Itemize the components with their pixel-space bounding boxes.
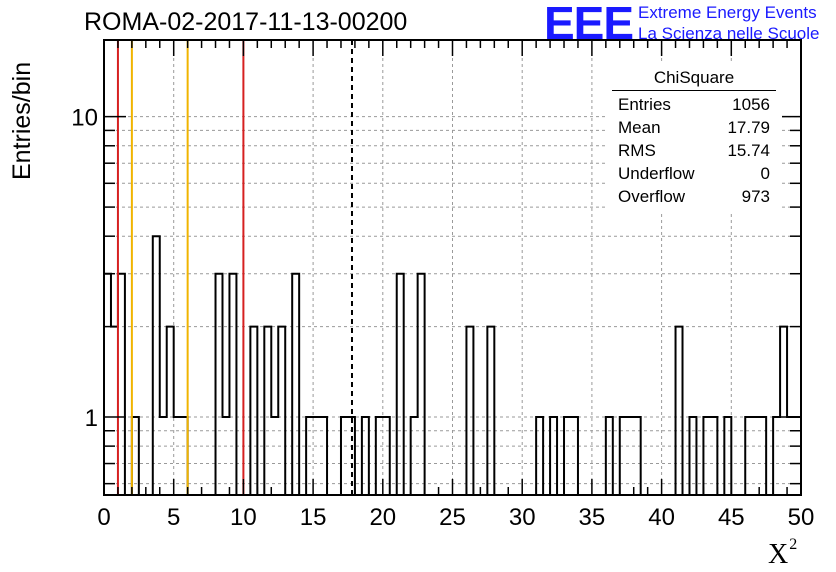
x-tick-label: 30	[509, 504, 536, 531]
histogram-bin	[271, 417, 278, 495]
stats-label: Entries	[618, 95, 671, 114]
stats-label: Overflow	[618, 187, 686, 206]
histogram-bin	[132, 417, 139, 495]
histogram-bin	[397, 274, 404, 495]
histogram-bin	[216, 274, 223, 495]
x-tick-label: 50	[788, 504, 815, 531]
x-tick-label: 5	[167, 504, 180, 531]
y-tick-label: 1	[85, 405, 98, 432]
x-tick-label: 10	[230, 504, 257, 531]
histogram-bin	[167, 327, 174, 495]
histogram-bin	[104, 274, 111, 495]
histogram-bin	[634, 417, 641, 495]
x-tick-label: 20	[369, 504, 396, 531]
x-tick-label: 25	[439, 504, 466, 531]
x-axis-label-sup: 2	[789, 536, 798, 553]
histogram-bin	[773, 417, 780, 495]
x-tick-label: 35	[579, 504, 606, 531]
histogram-bin	[759, 417, 766, 495]
stats-label: Underflow	[618, 164, 695, 183]
histogram-bin	[160, 417, 167, 495]
stats-box-background	[608, 62, 782, 212]
histogram-bin	[536, 417, 543, 495]
histogram-bin	[724, 417, 731, 495]
histogram-bin	[487, 327, 494, 495]
histogram-bin	[752, 417, 759, 495]
histogram-bin	[229, 274, 236, 495]
histogram-bin	[466, 327, 473, 495]
histogram-bin	[306, 417, 313, 495]
stats-value: 0	[760, 164, 770, 183]
x-tick-label: 40	[648, 504, 675, 531]
x-tick-label: 45	[718, 504, 745, 531]
chart-title: ROMA-02-2017-11-13-00200	[84, 8, 408, 36]
histogram-bin	[550, 417, 557, 495]
histogram-bin	[313, 417, 320, 495]
stats-row-underflow: Underflow 0	[612, 162, 776, 185]
stats-title: ChiSquare	[612, 66, 776, 91]
stats-value: 17.79	[727, 118, 770, 137]
logo-line-1: Extreme Energy Events	[638, 3, 817, 22]
histogram-bin	[780, 327, 787, 495]
histogram-bin	[564, 417, 571, 495]
y-axis-label: Entries/bin	[8, 61, 36, 180]
histogram-bin	[571, 417, 578, 495]
histogram-bin	[341, 417, 348, 495]
stats-value: 973	[741, 187, 770, 206]
histogram-bin	[222, 417, 229, 495]
x-tick-label: 15	[300, 504, 327, 531]
histogram-bin	[676, 327, 683, 495]
histogram-bin	[383, 417, 390, 495]
x-axis-label-base: X	[768, 539, 789, 570]
stats-row-entries: Entries 1056	[612, 93, 776, 116]
histogram-bin	[411, 417, 418, 495]
stats-row-mean: Mean 17.79	[612, 116, 776, 139]
histogram-bin	[250, 327, 257, 495]
histogram-bin	[181, 417, 188, 495]
histogram-bin	[745, 417, 752, 495]
histogram-bin	[278, 327, 285, 495]
histogram-bin	[320, 417, 327, 495]
histogram-bin	[376, 417, 383, 495]
stats-value: 15.74	[727, 141, 770, 160]
histogram-bin	[111, 327, 118, 495]
histogram-bin	[710, 417, 717, 495]
histogram-bin	[362, 417, 369, 495]
stats-row-overflow: Overflow 973	[612, 185, 776, 208]
histogram-bin	[418, 274, 425, 495]
stats-box: ChiSquare Entries 1056 Mean 17.79 RMS 15.74…	[612, 66, 776, 208]
histogram-bin	[627, 417, 634, 495]
histogram-bin	[689, 417, 696, 495]
histogram-bin	[118, 274, 125, 495]
histogram-bin	[703, 417, 710, 495]
x-tick-label: 0	[97, 504, 110, 531]
stats-value: 1056	[732, 95, 770, 114]
stats-label: Mean	[618, 118, 661, 137]
histogram-bin	[153, 236, 160, 495]
logo-line-2: La Scienza nelle Scuole	[638, 24, 820, 43]
eee-logo: EEE	[544, 0, 634, 49]
histogram-bin	[620, 417, 627, 495]
histogram-bin	[606, 417, 613, 495]
stats-row-rms: RMS 15.74	[612, 139, 776, 162]
histogram-bin	[264, 327, 271, 495]
y-axis-label-box: Entries/bin	[8, 62, 38, 210]
histogram-bin	[292, 274, 299, 495]
x-axis-label: X2	[768, 536, 797, 571]
y-tick-label: 10	[71, 105, 98, 132]
stats-label: RMS	[618, 141, 656, 160]
histogram-bin	[174, 417, 181, 495]
